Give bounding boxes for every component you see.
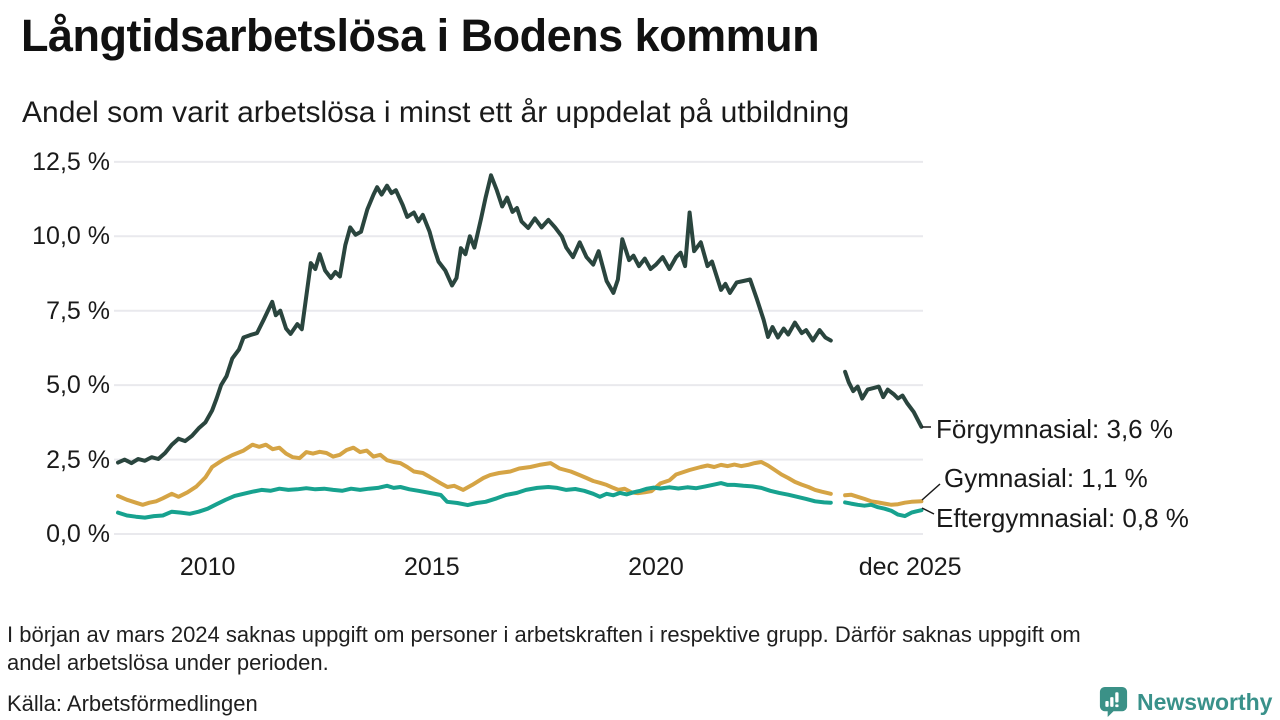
series-lines xyxy=(116,173,924,520)
page-subtitle: Andel som varit arbetslösa i minst ett å… xyxy=(22,96,850,129)
y-tick-label: 7,5 % xyxy=(46,296,110,325)
x-tick-label: 2015 xyxy=(403,553,460,581)
y-tick-label: 0,0 % xyxy=(46,520,110,548)
newsworthy-logo: Newsworthy xyxy=(1097,685,1272,719)
y-tick-label: 10,0 % xyxy=(32,222,110,251)
x-tick-label: 2020 xyxy=(628,553,684,581)
series-line-förgymnasial xyxy=(116,173,833,466)
series-line-förgymnasial xyxy=(843,369,924,429)
leader-line xyxy=(921,483,941,501)
y-tick-label: 12,5 % xyxy=(32,147,110,176)
series-end-label-förgymnasial: Förgymnasial: 3,6 % xyxy=(936,414,1173,444)
series-end-label-eftergymnasial: Eftergymnasial: 0,8 % xyxy=(936,503,1189,533)
x-tick-label: 2010 xyxy=(179,553,236,581)
leader-lines xyxy=(921,426,941,515)
series-line-gymnasial xyxy=(116,442,833,507)
series-line-gymnasial xyxy=(843,492,924,507)
x-tick-label: dec 2025 xyxy=(858,553,962,581)
gridlines xyxy=(114,160,923,535)
newsworthy-logo-text: Newsworthy xyxy=(1137,688,1273,715)
leader-line xyxy=(921,507,935,515)
series-line-eftergymnasial xyxy=(116,481,833,520)
source-credit: Källa: Arbetsförmedlingen xyxy=(7,691,258,716)
y-tick-label: 5,0 % xyxy=(46,371,110,400)
series-line-eftergymnasial xyxy=(843,500,924,519)
newsworthy-logo-icon xyxy=(1099,686,1128,718)
series-end-label-gymnasial: Gymnasial: 1,1 % xyxy=(944,463,1148,493)
page-title: Långtidsarbetslösa i Bodens kommun xyxy=(21,10,820,61)
footnote: I början av mars 2024 saknas uppgift om … xyxy=(7,622,1081,675)
y-tick-label: 2,5 % xyxy=(46,445,110,474)
